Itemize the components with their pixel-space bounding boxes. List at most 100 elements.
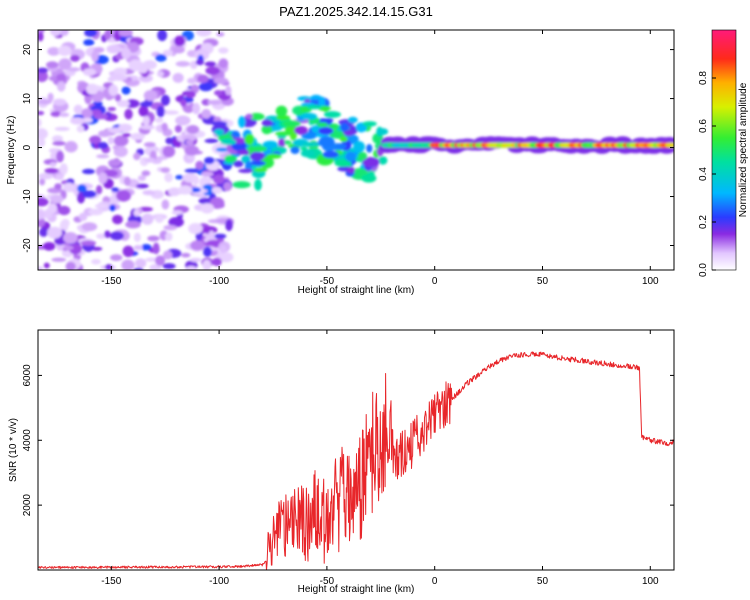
spectrogram-cell [178, 185, 193, 195]
spectrogram-cell [275, 114, 291, 121]
spectrogram-cell [96, 233, 107, 240]
colorbar-tick-label: 0.2 [698, 215, 709, 229]
spectrogram-cell [116, 190, 131, 202]
spectrogram-cell [362, 157, 380, 168]
spectrogram-cell [155, 54, 167, 62]
spectrogram-cell [61, 219, 70, 228]
spectrogram-cell [126, 42, 140, 53]
spectrogram-cell [172, 72, 184, 83]
spectrogram-cell [214, 128, 225, 136]
spectrogram-cell [165, 232, 173, 242]
spectrogram-cell [238, 168, 254, 173]
spectrogram-cell [168, 187, 181, 197]
spectrogram-cell [65, 261, 76, 270]
spectrogram-cell [91, 50, 99, 62]
spectrogram-cell [121, 86, 131, 95]
spectrogram-cell [115, 53, 122, 60]
spectrogram-cell [224, 154, 237, 163]
spectrogram-cell [318, 96, 326, 109]
spectrogram-cell [204, 156, 215, 165]
spectrogram-cell [180, 98, 187, 107]
spectrogram-cell [147, 235, 160, 242]
spectrogram-cell [51, 257, 67, 262]
spectrogram-cell [367, 170, 375, 179]
spectrogram-cell [110, 254, 123, 261]
spectrogram-cell [44, 167, 59, 174]
colorbar: 0.0 0.2 0.4 0.6 0.8 Normalized spectral ampl… [698, 29, 749, 277]
spectrogram-cell [81, 108, 93, 119]
spectrogram-xtick-label: 50 [537, 276, 549, 287]
spectrogram-cell [84, 30, 98, 38]
spectrogram-cell [96, 154, 110, 159]
spectrogram-cell [138, 105, 149, 117]
snr-axes: -150 -100 -50 0 50 100 2000 4000 6000 [22, 330, 674, 587]
spectrogram-ytick-label: 0 [22, 144, 33, 150]
spectrogram-cell [190, 240, 205, 251]
spectrogram-cell [174, 124, 182, 133]
spectrogram-cell [249, 151, 265, 162]
spectrogram-cell [113, 67, 128, 75]
spectrogram-cell [161, 122, 168, 132]
spectrogram-cell [82, 168, 95, 175]
spectrogram-cell [200, 203, 214, 214]
spectrogram-cell [187, 77, 197, 84]
spectrogram-cell [201, 108, 212, 119]
spectrogram-cell [156, 105, 165, 118]
spectrogram-cell [238, 116, 246, 128]
spectrogram-cell [93, 113, 109, 120]
spectrogram-xtick-label: -150 [101, 276, 121, 287]
spectrogram-cell [42, 241, 56, 251]
spectrogram-cell [195, 30, 212, 37]
spectrogram-cell [49, 194, 64, 204]
spectrogram-cell [70, 117, 85, 125]
spectrogram-cell [186, 125, 200, 134]
spectrogram-cell [98, 172, 108, 184]
spectrogram-cell [52, 135, 64, 143]
spectrogram-cell [91, 258, 101, 265]
spectrogram-cell [220, 245, 227, 254]
spectrogram-cell [301, 131, 317, 140]
spectrogram-cell [38, 217, 46, 228]
spectrogram-cell [38, 67, 49, 74]
spectrogram-cell [294, 125, 308, 135]
spectrogram-cell [56, 73, 67, 82]
spectrogram-cell [38, 210, 46, 220]
spectrogram-cell [77, 184, 87, 193]
spectrogram-cell [55, 173, 64, 181]
spectrogram-cell [248, 112, 265, 121]
spectrogram-cell [140, 244, 152, 251]
snr-ylabel: SNR (10 * v/v) [8, 418, 19, 482]
spectrogram-cell [187, 155, 196, 161]
spectrogram-cell [345, 151, 357, 162]
spectrogram-cell [282, 120, 301, 127]
spectrogram-cell [47, 92, 54, 102]
spectrogram-cell [197, 74, 209, 84]
spectrogram-cell [47, 46, 61, 56]
snr-xlabel: Height of straight line (km) [298, 584, 415, 595]
spectrogram-cell [38, 110, 45, 116]
spectrogram-cell [109, 204, 116, 212]
snr-xtick-label: 0 [432, 576, 438, 587]
spectrogram-cell [50, 111, 62, 117]
spectrogram-cell [144, 157, 156, 163]
spectrogram-cell [114, 93, 122, 102]
spectrogram-cell [122, 245, 134, 258]
spectrogram-cell [225, 85, 232, 96]
spectrogram-cell [106, 44, 122, 54]
snr-ytick-label: 4000 [22, 429, 33, 452]
spectrogram-cell [143, 142, 156, 148]
spectrogram-cell [259, 156, 275, 169]
spectrogram-cell [111, 187, 120, 193]
spectrogram-cell [300, 149, 315, 158]
spectrogram-cell [204, 138, 219, 144]
spectrogram-cell [116, 100, 130, 108]
spectrogram-cell [194, 48, 210, 61]
spectrogram-xtick-label: 0 [432, 276, 438, 287]
spectrogram-cell [157, 30, 168, 42]
spectrogram-xtick-label: 100 [642, 276, 659, 287]
spectrogram-cell [185, 90, 196, 98]
spectrogram-cell [123, 176, 131, 187]
spectrogram-cell [357, 151, 368, 161]
colorbar-tick-label: 0.8 [698, 71, 709, 85]
